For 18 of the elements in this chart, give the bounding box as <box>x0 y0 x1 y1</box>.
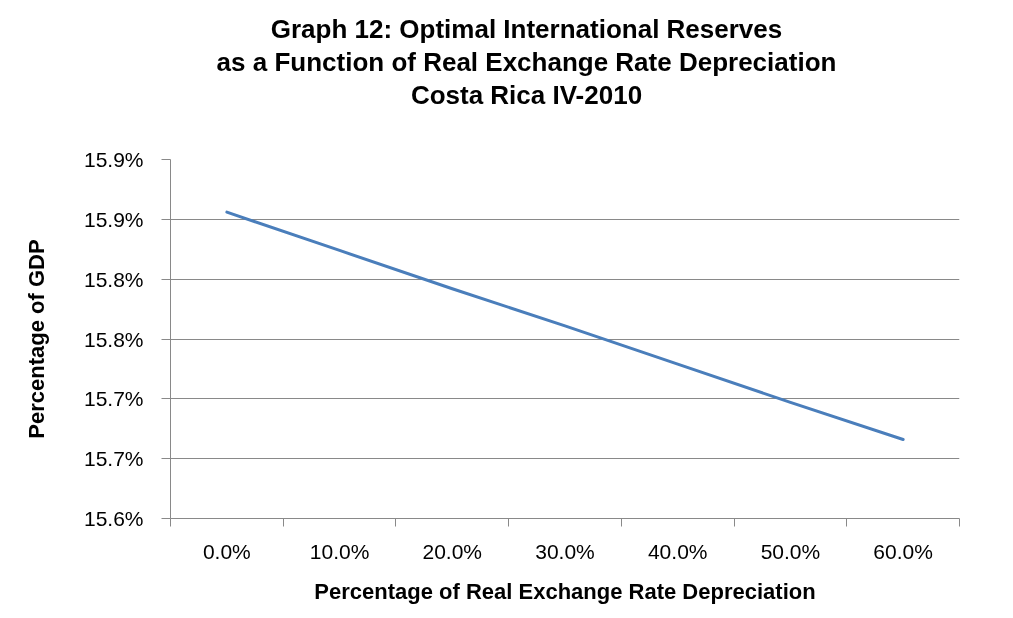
x-axis-title: Percentage of Real Exchange Rate Depreciation <box>314 578 816 604</box>
y-tick-label: 15.8% <box>83 327 144 351</box>
x-tick-label: 50.0% <box>760 539 821 563</box>
x-tick-label: 30.0% <box>535 539 595 563</box>
y-tick-label: 15.7% <box>83 387 144 411</box>
y-tick-label: 15.8% <box>83 267 144 291</box>
y-axis-title: Percentage of GDP <box>23 239 49 439</box>
y-tick-label: 15.7% <box>83 447 144 471</box>
x-tick-label: 40.0% <box>647 539 708 563</box>
y-tick-label: 15.6% <box>83 507 144 530</box>
chart-title: Graph 12: Optimal International Reserves as a Function of Real Exchange Rate Depreciation Costa Rica IV-2010 <box>216 13 837 112</box>
x-tick-label: 60.0% <box>873 539 933 563</box>
x-tick-label: 0.0% <box>202 539 251 563</box>
y-tick-label: 15.9% <box>83 207 144 231</box>
x-tick-label: 10.0% <box>309 539 370 563</box>
line-series <box>225 210 905 442</box>
y-tick-label: 15.9% <box>83 148 144 171</box>
x-tick-label: 20.0% <box>422 539 483 563</box>
